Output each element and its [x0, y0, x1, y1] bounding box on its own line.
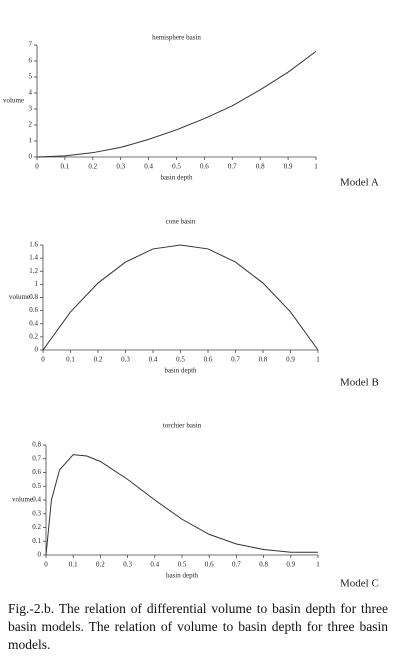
y-tick-label: 0.2	[29, 332, 38, 340]
x-tick-label: 0.1	[69, 561, 78, 569]
y-axis-label: volume	[3, 97, 24, 105]
y-tick-label: 1	[29, 137, 33, 145]
y-tick-label: 0.6	[32, 468, 41, 476]
x-tick-label: 0.9	[284, 163, 293, 171]
x-tick-label: 0.2	[88, 163, 97, 171]
model-label: Model C	[340, 578, 379, 590]
x-tick-label: 0.6	[204, 356, 213, 364]
x-axis-label: basin depth	[166, 572, 199, 580]
x-tick-label: 0.2	[96, 561, 105, 569]
y-tick-label: 0	[35, 346, 39, 354]
x-tick-label: 0.5	[172, 163, 181, 171]
chart-title: hemisphere basin	[152, 34, 201, 42]
x-tick-label: 0.7	[231, 356, 240, 364]
x-tick-label: 0	[44, 561, 48, 569]
y-axis-label: volume	[9, 293, 30, 301]
y-tick-label: 0.1	[32, 537, 41, 545]
x-tick-label: 0.8	[256, 163, 265, 171]
caption: Fig.-2.b. The relation of differential v…	[8, 601, 388, 652]
y-tick-label: 0.3	[32, 509, 41, 517]
x-tick-label: 0.3	[116, 163, 125, 171]
chart-title: torchier basin	[163, 422, 202, 430]
x-tick-label: 0.3	[121, 356, 130, 364]
x-tick-label: 0.9	[286, 356, 295, 364]
y-tick-label: 0.4	[32, 496, 41, 504]
y-tick-label: 1.6	[29, 241, 38, 249]
x-tick-label: 0.1	[61, 163, 70, 171]
x-tick-label: 0	[41, 356, 45, 364]
x-tick-label: 1	[316, 561, 320, 569]
x-tick-label: 0.7	[232, 561, 241, 569]
x-tick-label: 0.4	[150, 561, 159, 569]
x-tick-label: 0.6	[200, 163, 209, 171]
x-tick-label: 0.8	[259, 561, 268, 569]
x-tick-label: 0.7	[228, 163, 237, 171]
y-tick-label: 0	[29, 153, 33, 161]
x-tick-label: 0.5	[178, 561, 187, 569]
y-tick-label: 1	[35, 280, 39, 288]
x-tick-label: 0.4	[144, 163, 153, 171]
y-tick-label: 0	[38, 551, 42, 559]
y-tick-label: 1.4	[29, 254, 38, 262]
y-tick-label: 3	[29, 105, 33, 113]
y-tick-label: 0.8	[32, 441, 41, 449]
x-tick-label: 0.1	[66, 356, 75, 364]
data-line	[36, 50, 317, 158]
y-tick-label: 0.2	[32, 523, 41, 531]
y-tick-label: 0.7	[32, 454, 41, 462]
x-axis-label: basin depth	[160, 174, 193, 182]
data-line	[45, 454, 318, 556]
x-tick-label: 0.4	[149, 356, 158, 364]
data-line	[42, 244, 319, 351]
y-tick-label: 1.2	[29, 267, 38, 275]
model-label: Model A	[340, 177, 379, 189]
x-tick-label: 0.3	[123, 561, 132, 569]
x-tick-label: 1	[316, 356, 320, 364]
y-tick-label: 4	[29, 89, 33, 97]
chart-title: cone basin	[166, 218, 196, 226]
x-tick-label: 0.2	[94, 356, 103, 364]
x-tick-label: 0.8	[259, 356, 268, 364]
y-tick-label: 0.5	[32, 482, 41, 490]
y-axis-label: volume	[12, 496, 33, 504]
x-tick-label: 0.5	[176, 356, 185, 364]
y-tick-label: 6	[29, 57, 33, 65]
x-tick-label: 1	[314, 163, 318, 171]
x-axis-label: basin depth	[164, 367, 197, 375]
y-tick-label: 5	[29, 73, 33, 81]
x-tick-label: 0.6	[205, 561, 214, 569]
y-tick-label: 0.6	[29, 306, 38, 314]
y-tick-label: 0.4	[29, 319, 38, 327]
y-tick-label: 2	[29, 121, 33, 129]
x-tick-label: 0	[35, 163, 39, 171]
x-tick-label: 0.9	[286, 561, 295, 569]
y-tick-label: 7	[29, 41, 33, 49]
y-tick-label: 0.8	[29, 293, 38, 301]
figure: hemisphere basin 0 1 2 3 4 5 6 7 0 0.1 0.2 0.3 0.4 0.5…	[3, 34, 379, 590]
model-label: Model B	[340, 377, 379, 389]
